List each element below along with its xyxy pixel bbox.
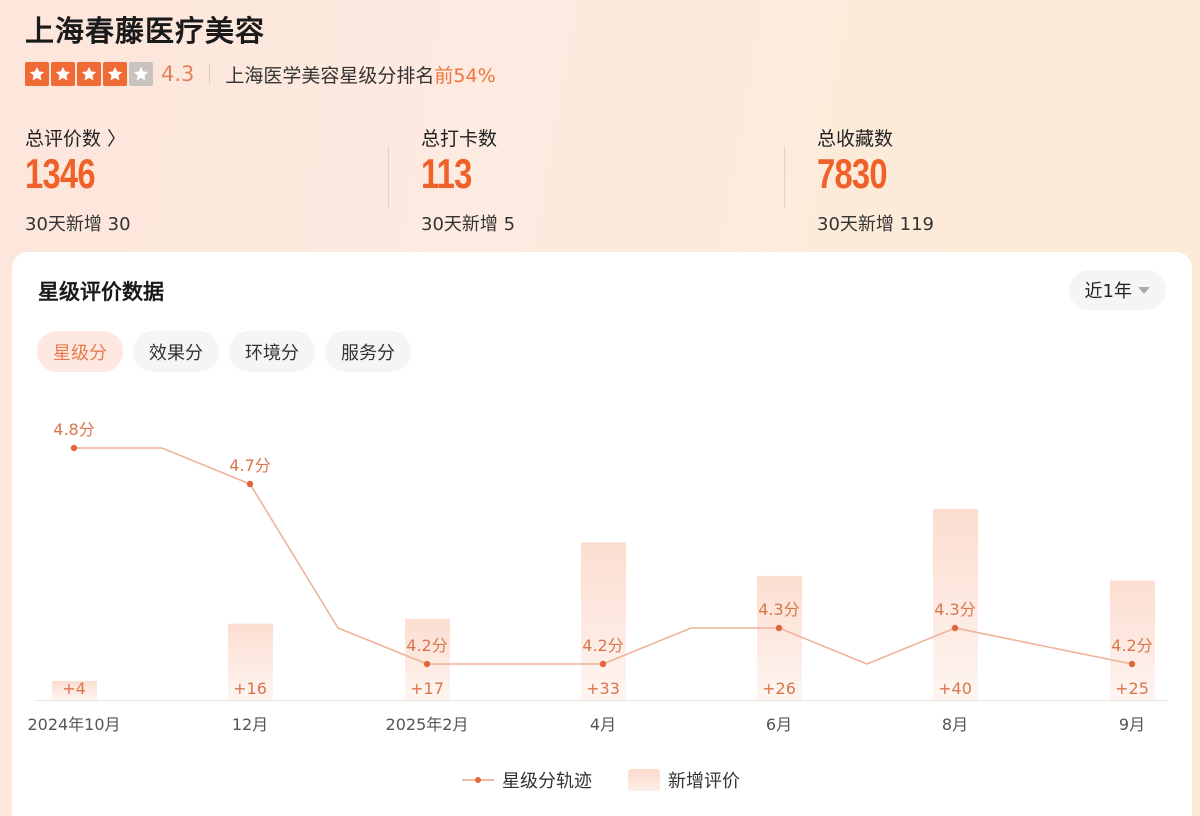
divider xyxy=(784,146,785,208)
caret-down-icon xyxy=(1138,286,1150,294)
tab-environment-score[interactable]: 环境分 xyxy=(229,331,315,372)
shop-title: 上海春藤医疗美容 xyxy=(25,14,266,48)
rating-value: 4.3 xyxy=(161,62,195,86)
tab-star-score[interactable]: 星级分 xyxy=(37,331,123,372)
rating-data-card: 星级评价数据 近1年 星级分 效果分 环境分 服务分 xyxy=(12,252,1192,816)
card-title: 星级评价数据 xyxy=(38,280,164,304)
period-dropdown[interactable]: 近1年 xyxy=(1068,270,1166,310)
stat-label: 总收藏数 xyxy=(817,127,894,150)
star-icon xyxy=(51,62,75,86)
legend-label: 星级分轨迹 xyxy=(502,771,592,792)
stat-label: 总打卡数 xyxy=(421,127,498,150)
chart-legend: 星级分轨迹 新增评价 xyxy=(462,767,740,793)
rank-text: 上海医学美容星级分排名 xyxy=(225,64,435,87)
rank-percentage: 前54% xyxy=(434,64,496,87)
stat-value: 7830 xyxy=(817,150,888,197)
legend-bar-swatch-icon xyxy=(628,769,660,791)
stat-total-reviews[interactable]: 总评价数 〉 1346 30天新增 30 xyxy=(25,124,131,236)
divider xyxy=(388,146,389,208)
chevron-right-icon: 〉 xyxy=(107,127,127,150)
star-icon xyxy=(77,62,101,86)
stat-sub: 30天新增 5 xyxy=(421,214,516,235)
stat-total-favorites: 总收藏数 7830 30天新增 119 xyxy=(817,124,934,236)
rating-row: 4.3 上海医学美容星级分排名 前54% xyxy=(25,60,496,88)
period-value: 近1年 xyxy=(1084,281,1132,302)
stat-value: 113 xyxy=(421,150,472,197)
star-icon xyxy=(103,62,127,86)
tab-service-score[interactable]: 服务分 xyxy=(325,331,411,372)
tab-effect-score[interactable]: 效果分 xyxy=(133,331,219,372)
score-tabs: 星级分 效果分 环境分 服务分 xyxy=(37,331,411,372)
stat-total-checkins: 总打卡数 113 30天新增 5 xyxy=(421,124,515,236)
stat-value: 1346 xyxy=(25,150,96,197)
legend-label: 新增评价 xyxy=(668,771,740,792)
legend-line-marker-icon xyxy=(462,777,494,783)
star-rating xyxy=(25,62,153,86)
star-icon xyxy=(25,62,49,86)
stat-sub: 30天新增 119 xyxy=(817,214,934,235)
star-icon xyxy=(129,62,153,86)
stat-label: 总评价数 〉 xyxy=(25,124,131,150)
divider xyxy=(209,64,211,84)
stat-sub: 30天新增 30 xyxy=(25,214,131,235)
